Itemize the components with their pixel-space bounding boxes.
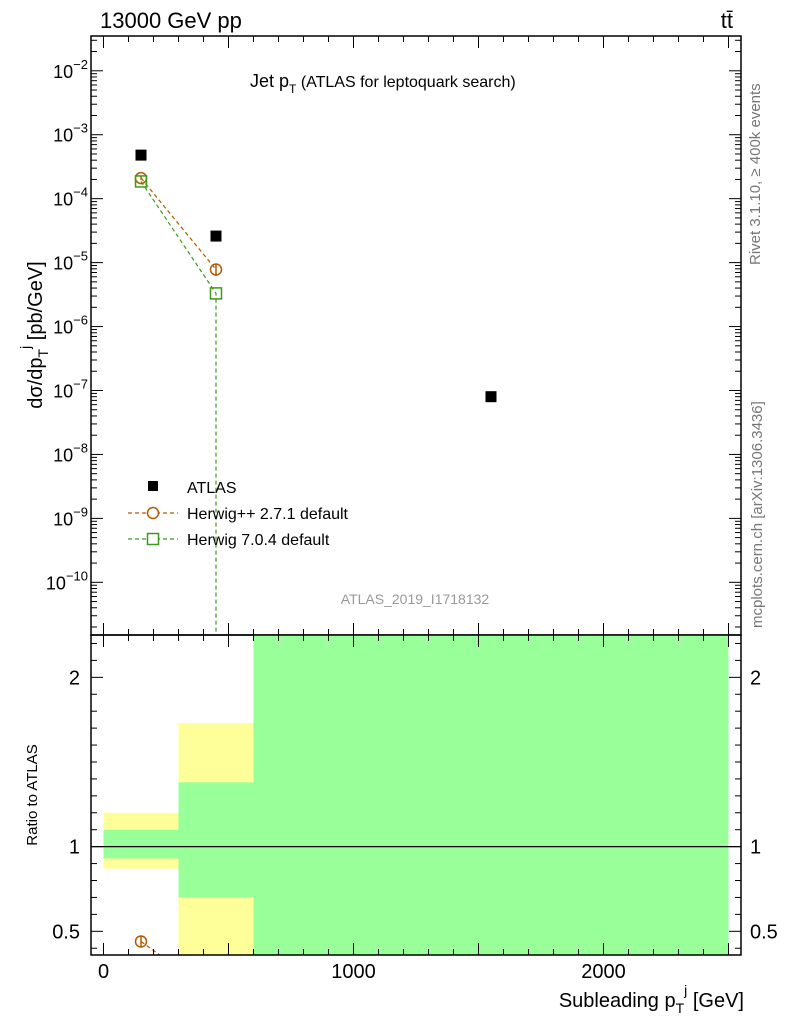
legend-herwigpp-marker [146,506,160,520]
ratio-y-tick-label-left: 1 [69,837,80,859]
ratio-panel-axes: 0.5 0.5 1 1 2 2 0 1000 2000 [52,634,778,983]
rivet-label: Rivet 3.1.10, ≥ 400k events [747,83,764,265]
main-y-tick-label: 10−6 [53,313,88,338]
analysis-watermark: ATLAS_2019_I1718132 [341,591,490,607]
atlas-point [210,230,222,242]
main-y-tick-label: 10−4 [53,185,88,210]
main-title: Jet pT (ATLAS for leptoquark search) [250,71,516,96]
ratio-point-herwigpp [134,935,148,948]
x-tick-label: 2000 [581,961,626,983]
legend-atlas-label: ATLAS [187,480,237,497]
ratio-green-band-2 [253,635,729,955]
x-label-text: Subleading p [559,990,676,1012]
herwigpp-point [209,263,223,276]
x-label-suffix: [GeV] [687,990,744,1012]
mcplots-label: mcplots.cern.ch [arXiv:1306.3436] [749,401,766,628]
ratio-green-band-0 [103,829,179,859]
main-y-tick-label: 10−10 [46,568,88,593]
ratio-y-tick-label-left: 2 [69,667,80,689]
main-y-tick-label: 10−7 [53,376,88,401]
main-y-label-superscript: j [17,346,33,350]
main-title-subscript: T [289,82,297,96]
x-label-subscript: T [676,1000,685,1016]
main-y-tick-label: 10−8 [53,440,88,465]
x-tick-label: 0 [98,961,109,983]
ratio-series-line [140,940,161,956]
process-label: tt̄ [721,8,733,33]
main-y-label-suffix: [pb/GeV] [25,261,47,346]
ratio-series [134,935,161,956]
x-axis-label: Subleading pTj [GeV] [559,982,744,1016]
herwig7-point [209,287,223,300]
herwig7-line [140,181,217,635]
main-y-label-text: dσ/dp [25,357,47,408]
x-label-superscript: j [683,982,687,998]
main-title-suffix: (ATLAS for leptoquark search) [296,74,515,91]
main-y-label-subscript: T [35,348,51,357]
x-tick-label: 1000 [331,961,376,983]
main-y-tick-label: 10−3 [53,121,88,146]
ratio-y-axis-label: Ratio to ATLAS [24,744,41,845]
atlas-point [135,149,147,161]
ratio-bands [91,635,741,955]
herwig7-point [134,175,148,188]
main-y-axis-label: dσ/dpTj [pb/GeV] [17,261,51,408]
main-y-tick-label: 10−2 [53,57,88,82]
legend: ATLAS Herwig++ 2.7.1 default Herwig 7.0.… [128,480,349,549]
legend-herwig7-label: Herwig 7.0.4 default [187,532,330,549]
main-panel-series [134,149,497,635]
main-y-tick-label: 10−9 [53,504,88,529]
energy-label: 13000 GeV pp [100,8,242,33]
legend-atlas-marker [148,481,158,491]
ratio-y-tick-label-right: 0.5 [750,921,778,943]
ratio-frame [90,634,742,956]
ratio-y-tick-label-right: 2 [750,667,761,689]
main-y-tick-label: 10−5 [53,249,88,274]
legend-herwig7-marker [146,532,160,546]
main-title-text: Jet p [250,71,289,91]
ratio-y-tick-label-left: 0.5 [52,921,80,943]
ratio-green-band-1 [178,782,254,898]
legend-herwigpp-label: Herwig++ 2.7.1 default [187,506,349,523]
herwigpp-line [140,177,217,270]
atlas-point [485,391,497,403]
ratio-y-tick-label-right: 1 [750,837,761,859]
